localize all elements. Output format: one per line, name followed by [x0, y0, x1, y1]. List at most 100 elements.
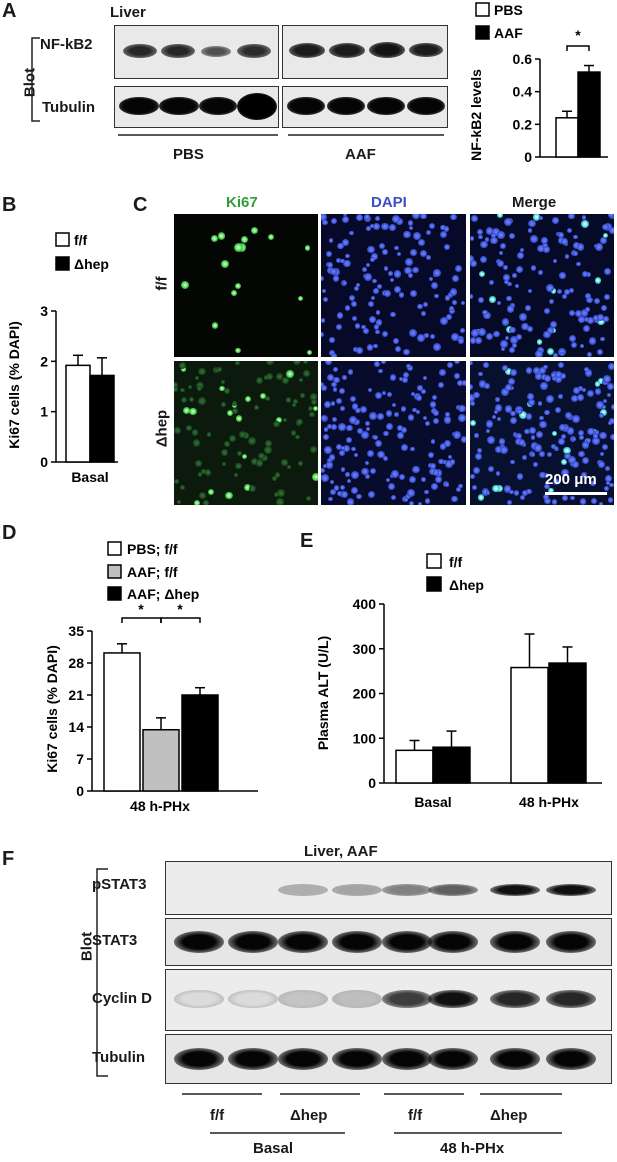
- blot-band: [382, 931, 432, 953]
- nucleus: [265, 361, 274, 366]
- nucleus: [541, 237, 548, 245]
- panel-b-tick-label: 0: [40, 454, 48, 470]
- nucleus: [600, 336, 605, 341]
- nucleus: [286, 370, 294, 378]
- nucleus: [369, 411, 377, 420]
- nucleus: [497, 300, 502, 305]
- nucleus: [321, 473, 330, 482]
- nucleus: [458, 404, 466, 412]
- blot-band: [278, 884, 328, 896]
- nucleus: [371, 295, 376, 300]
- nucleus: [383, 266, 389, 271]
- nucleus: [323, 401, 331, 409]
- nucleus: [192, 429, 199, 436]
- nucleus: [566, 427, 574, 435]
- nucleus: [458, 483, 463, 489]
- nucleus: [585, 271, 592, 278]
- nucleus: [211, 322, 219, 330]
- nucleus: [345, 472, 350, 477]
- panel-a-blot-tubulin-pbs: [114, 86, 279, 128]
- nucleus: [342, 214, 348, 217]
- nucleus: [367, 490, 375, 499]
- nucleus: [438, 381, 445, 388]
- nucleus: [225, 491, 234, 500]
- nucleus: [491, 232, 497, 238]
- nucleus: [458, 337, 465, 344]
- nucleus: [540, 382, 548, 390]
- nucleus: [312, 473, 318, 481]
- nucleus: [255, 376, 263, 384]
- nucleus: [424, 498, 431, 504]
- panel-f-blot-cyclind: [165, 969, 612, 1031]
- nucleus: [360, 431, 369, 440]
- legend-label-aaf-dhep: AAF; Δhep: [127, 586, 199, 602]
- nucleus: [566, 228, 572, 234]
- nucleus: [551, 375, 558, 381]
- panel-d-bar-chart: PBS; f/f AAF; f/f AAF; Δhep 0 7 14 21 28 35 * *…: [44, 541, 258, 814]
- nucleus: [361, 467, 370, 476]
- panel-f-condition-basal: Basal: [253, 1140, 294, 1157]
- nucleus: [496, 416, 502, 422]
- nucleus: [306, 350, 312, 356]
- nucleus: [345, 436, 353, 444]
- nucleus: [561, 468, 569, 477]
- nucleus: [381, 248, 388, 255]
- nucleus: [421, 389, 427, 395]
- nucleus: [558, 231, 565, 238]
- nucleus: [244, 395, 251, 402]
- nucleus: [454, 264, 463, 273]
- legend-label-dhep: Δhep: [74, 256, 109, 272]
- nucleus: [593, 314, 599, 321]
- nucleus: [410, 446, 415, 452]
- nucleus: [396, 218, 403, 225]
- nucleus: [420, 214, 427, 220]
- nucleus: [351, 446, 356, 452]
- nucleus: [373, 343, 379, 349]
- nucleus: [323, 463, 328, 469]
- nucleus: [451, 274, 459, 282]
- nucleus: [220, 260, 229, 269]
- nucleus: [431, 394, 438, 401]
- blot-band: [278, 931, 328, 953]
- nucleus: [228, 434, 236, 442]
- panel-c-scale-bar-label: 200 μm: [545, 471, 597, 488]
- nucleus: [473, 466, 481, 475]
- blot-band: [332, 931, 382, 953]
- nucleus: [406, 365, 413, 372]
- bar-1-dhep: [548, 662, 587, 784]
- nucleus: [286, 464, 291, 469]
- panel-f-blot-tubulin: [165, 1034, 612, 1084]
- nucleus: [532, 367, 540, 375]
- nucleus: [429, 462, 436, 469]
- panel-a-blot-tubulin-aaf: [282, 86, 448, 128]
- nucleus: [293, 361, 301, 366]
- nucleus: [590, 497, 597, 504]
- nucleus: [601, 444, 608, 451]
- nucleus: [570, 495, 575, 500]
- nucleus: [187, 385, 192, 390]
- nucleus: [535, 430, 544, 438]
- bar-pbs-ff: [103, 652, 141, 792]
- nucleus: [398, 474, 405, 481]
- nucleus: [594, 277, 602, 284]
- nucleus: [497, 231, 505, 239]
- nucleus: [443, 226, 450, 233]
- nucleus: [525, 413, 533, 421]
- blot-band: [228, 990, 278, 1008]
- nucleus: [430, 282, 438, 290]
- nucleus: [341, 215, 350, 223]
- panel-c-col-ki67: Ki67: [226, 194, 258, 211]
- nucleus: [598, 501, 603, 505]
- nucleus: [294, 434, 300, 440]
- legend-swatch-aaf: [475, 25, 490, 40]
- nucleus: [544, 307, 551, 314]
- nucleus: [554, 375, 563, 383]
- significance-star: *: [575, 27, 581, 43]
- nucleus: [256, 459, 264, 467]
- nucleus: [607, 214, 614, 219]
- nucleus: [431, 482, 438, 490]
- nucleus: [581, 219, 590, 228]
- nucleus: [595, 430, 600, 435]
- nucleus: [408, 475, 416, 483]
- nucleus: [539, 450, 545, 457]
